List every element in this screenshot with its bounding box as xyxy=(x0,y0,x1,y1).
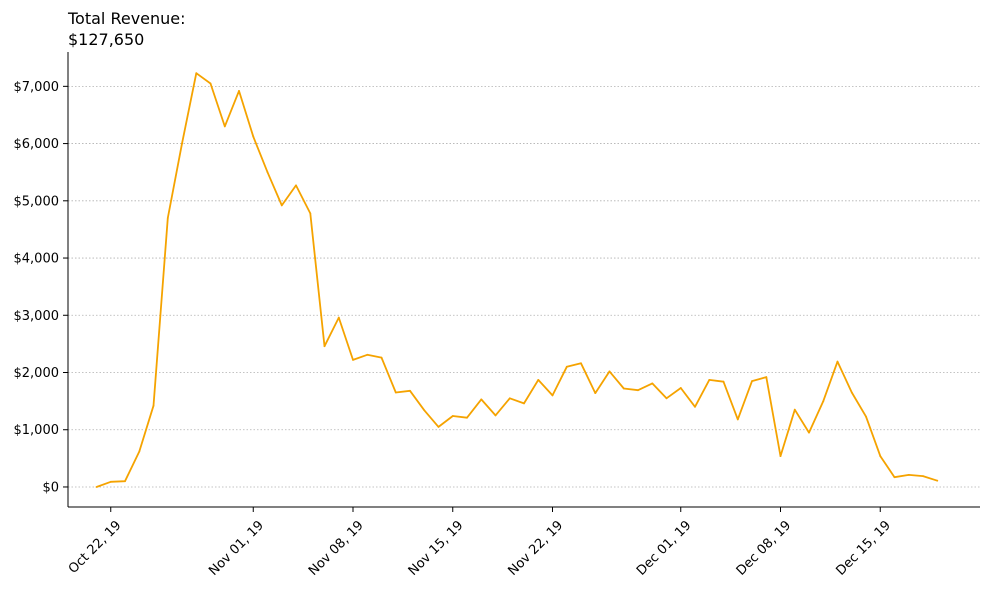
axes xyxy=(67,52,980,508)
y-tick-label: $0 xyxy=(42,480,59,495)
data-point xyxy=(736,418,739,421)
data-point xyxy=(166,217,169,219)
data-point xyxy=(523,402,525,405)
data-point xyxy=(323,345,326,348)
y-tick-label: $5,000 xyxy=(14,194,60,209)
x-tick-label: Dec 01, 19 xyxy=(634,518,695,579)
data-point xyxy=(765,376,768,378)
data-point xyxy=(893,476,896,479)
data-point xyxy=(437,426,440,428)
data-point xyxy=(865,415,867,418)
data-point xyxy=(722,380,725,383)
data-point xyxy=(138,450,141,453)
data-point xyxy=(466,416,468,419)
y-tick-label: $3,000 xyxy=(14,309,60,324)
data-point xyxy=(309,212,312,215)
x-tick-label: Nov 15, 19 xyxy=(406,518,467,579)
data-point xyxy=(423,409,426,412)
x-axis-ticks: Oct 22, 19 Nov 01, 19 Nov 08, 19 Nov 15, 19… xyxy=(66,507,894,579)
data-point xyxy=(622,387,625,390)
data-point xyxy=(551,394,554,397)
y-tick-label: $6,000 xyxy=(14,137,60,152)
y-tick-label: $1,000 xyxy=(14,423,60,438)
data-point xyxy=(152,404,155,407)
grid-lines xyxy=(68,85,980,488)
data-point xyxy=(409,389,411,392)
data-point xyxy=(779,455,782,457)
data-point xyxy=(822,400,825,402)
data-point xyxy=(936,479,939,482)
y-tick-label: $4,000 xyxy=(14,252,60,267)
data-point xyxy=(181,142,183,145)
chart-title: Total Revenue: $127,650 xyxy=(68,9,186,49)
data-point xyxy=(836,360,839,363)
data-point xyxy=(280,204,283,207)
data-point xyxy=(209,82,212,85)
data-point xyxy=(266,171,269,174)
data-point xyxy=(95,486,98,488)
data-point xyxy=(580,362,582,365)
data-point xyxy=(608,370,611,373)
data-point xyxy=(508,397,511,400)
y-tick-label: $2,000 xyxy=(14,366,60,381)
data-point xyxy=(295,184,297,187)
data-point xyxy=(879,455,882,457)
data-point xyxy=(651,382,654,385)
data-point xyxy=(808,431,810,434)
data-point xyxy=(109,480,112,483)
x-tick-label: Nov 01, 19 xyxy=(206,518,267,579)
series-layer xyxy=(95,72,939,488)
data-point xyxy=(223,125,226,128)
data-point xyxy=(594,392,597,394)
data-point xyxy=(480,398,483,401)
data-point xyxy=(850,391,853,394)
data-point xyxy=(252,135,255,138)
data-point xyxy=(907,474,910,476)
revenue-series-line xyxy=(96,72,938,488)
data-point xyxy=(494,414,497,417)
x-tick-label: Nov 08, 19 xyxy=(306,518,367,579)
data-point xyxy=(195,72,198,75)
x-tick-label: Oct 22, 19 xyxy=(66,518,125,577)
data-point xyxy=(124,480,126,483)
y-tick-label: $7,000 xyxy=(14,80,60,95)
data-point xyxy=(537,379,540,381)
data-point xyxy=(922,475,924,477)
data-point xyxy=(708,379,711,381)
data-point xyxy=(637,389,639,392)
data-point xyxy=(665,397,668,400)
data-point xyxy=(751,380,753,382)
x-tick-label: Dec 15, 19 xyxy=(833,518,894,579)
data-point xyxy=(793,408,796,411)
data-point xyxy=(679,387,682,389)
data-point xyxy=(565,365,568,368)
data-point xyxy=(394,391,397,394)
y-axis-ticks: $0 $1,000 $2,000 $3,000 $4,000 $5,000 $6,000 $7… xyxy=(14,80,68,495)
data-point xyxy=(352,359,354,361)
data-point xyxy=(238,90,240,92)
x-tick-label: Nov 22, 19 xyxy=(506,518,567,579)
data-point xyxy=(694,405,696,408)
data-point xyxy=(366,353,369,356)
data-point xyxy=(337,316,340,319)
data-point xyxy=(380,356,383,359)
data-point xyxy=(451,415,454,417)
x-tick-label: Dec 08, 19 xyxy=(734,518,795,579)
